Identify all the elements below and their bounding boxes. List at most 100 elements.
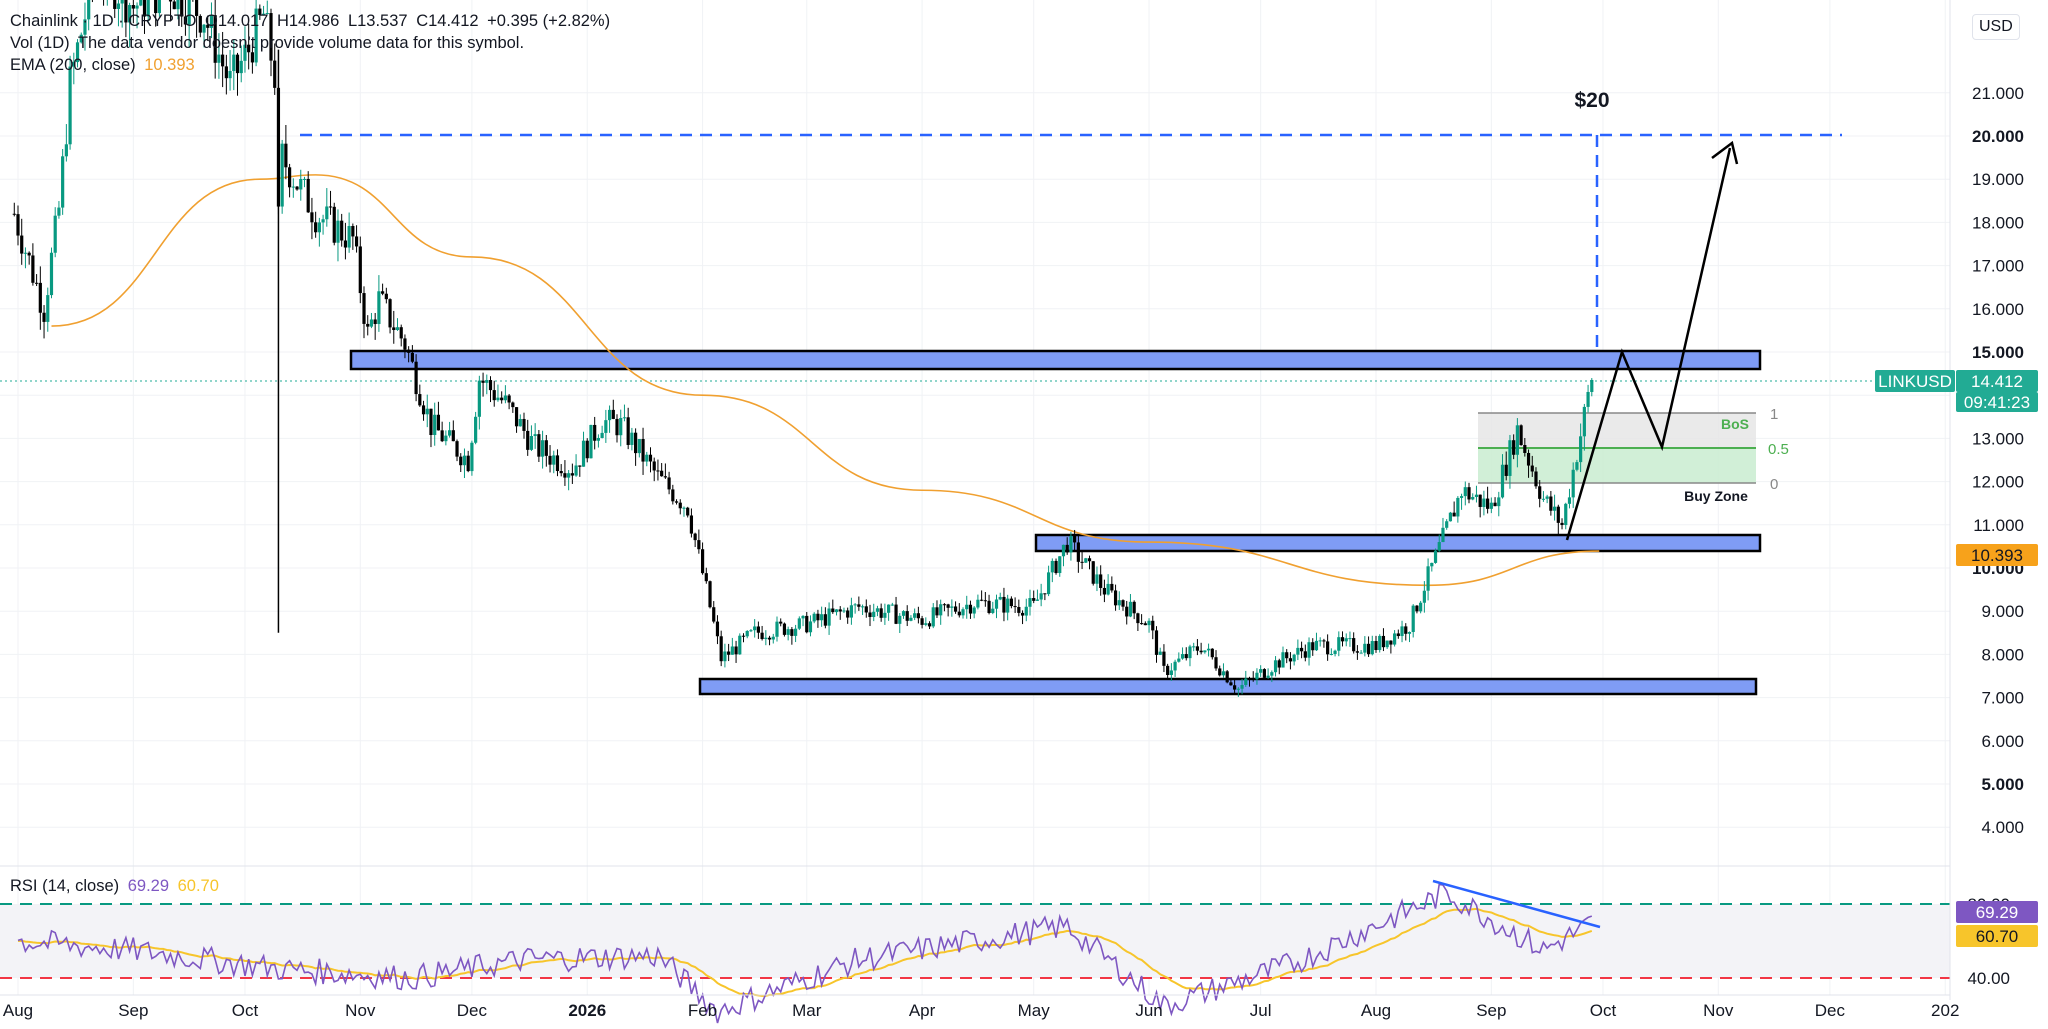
candle	[317, 217, 321, 247]
candle	[131, 0, 135, 24]
price-tick: 19.000	[1972, 170, 2024, 189]
candle	[362, 286, 366, 339]
candle	[741, 633, 746, 643]
time-tick: Dec	[457, 1001, 488, 1020]
candle	[425, 394, 429, 428]
candle	[607, 405, 612, 433]
candle	[500, 391, 504, 404]
resistance-zone[interactable]	[349, 349, 1762, 371]
candle	[894, 596, 898, 625]
candle	[224, 54, 228, 95]
candle	[113, 0, 117, 19]
candle	[470, 440, 474, 476]
candle	[1046, 565, 1051, 597]
price-tick: 7.000	[1981, 689, 2024, 708]
candle	[838, 606, 842, 620]
candle	[507, 393, 511, 410]
ema-label[interactable]: EMA (200, close)	[10, 56, 136, 74]
candle	[920, 615, 924, 629]
candle	[567, 469, 571, 491]
candle	[503, 385, 507, 404]
candle	[727, 643, 731, 662]
vol-label[interactable]: Vol (1D)	[10, 34, 70, 52]
candle	[1058, 556, 1062, 577]
candle	[1225, 670, 1229, 684]
price-axis[interactable]: 21.000 20.000 19.000 18.000 17.000 16.000 15.0…	[1875, 0, 2038, 1000]
ohlc-open: O14.017	[205, 12, 269, 30]
candle	[258, 4, 262, 20]
candle	[927, 621, 932, 630]
candle	[455, 439, 459, 462]
candle	[358, 236, 362, 304]
candle	[1486, 486, 1490, 514]
candle	[343, 222, 348, 260]
candle	[436, 401, 441, 431]
candle	[831, 599, 835, 614]
candle	[273, 43, 277, 95]
mid-zone[interactable]	[1034, 533, 1762, 553]
candle	[674, 499, 679, 505]
time-tick: Dec	[1815, 1001, 1846, 1020]
countdown-tag[interactable]: 09:41:23	[1956, 392, 2038, 412]
candle	[488, 376, 493, 403]
ohlc-change: +0.395 (+2.82%)	[487, 12, 611, 30]
candle	[1519, 424, 1523, 446]
candle	[1366, 636, 1371, 657]
candle	[1311, 638, 1315, 656]
candle	[314, 211, 318, 238]
candle	[1456, 496, 1460, 523]
candle	[213, 0, 217, 79]
candle	[1459, 493, 1464, 510]
candle	[1262, 668, 1266, 680]
candle	[1192, 642, 1196, 652]
candle	[1359, 649, 1363, 654]
candle	[1203, 650, 1207, 654]
candle	[700, 542, 705, 575]
rsi-ma-tag[interactable]: 60.70	[1956, 925, 2038, 947]
candle	[243, 26, 247, 73]
candle	[552, 450, 556, 474]
candle	[38, 266, 42, 330]
candle	[1474, 485, 1479, 503]
candle	[421, 400, 426, 421]
candle	[46, 287, 50, 332]
symbol-tag[interactable]: LINKUSD	[1875, 370, 1955, 392]
candle	[905, 605, 909, 627]
candle	[916, 606, 920, 624]
candle	[946, 603, 950, 617]
candle	[544, 434, 548, 467]
rsi-label[interactable]: RSI (14, close)	[10, 877, 120, 895]
candle	[790, 627, 794, 645]
ema-tag[interactable]: 10.393	[1956, 544, 2038, 566]
candle	[1110, 576, 1114, 593]
price-tick: 21.000	[1972, 84, 2024, 103]
candle	[269, 8, 273, 77]
buy-zone-label: Buy Zone	[1684, 488, 1748, 504]
candle	[351, 223, 355, 250]
projection-arrowhead	[1711, 140, 1739, 165]
candle	[1538, 480, 1542, 508]
candle	[1326, 634, 1330, 661]
candle	[994, 594, 999, 619]
candle	[1065, 537, 1069, 555]
candle	[384, 287, 388, 304]
candle	[1556, 504, 1560, 535]
candle	[704, 567, 708, 584]
candle	[1095, 566, 1099, 592]
candle	[75, 39, 80, 68]
candle	[890, 602, 894, 606]
projection-path	[1565, 147, 1732, 541]
candle	[1419, 600, 1423, 614]
last-price-tag[interactable]: 14.412	[1956, 370, 2038, 392]
candle	[935, 600, 939, 619]
candle	[1292, 653, 1296, 666]
candle	[1002, 587, 1006, 622]
symbol-title[interactable]: Chainlink · 1D · CRYPTO	[10, 12, 197, 30]
candle	[1571, 462, 1575, 509]
candle	[1288, 652, 1293, 670]
candle	[767, 635, 772, 646]
time-axis[interactable]: Aug Sep Oct Nov Dec 2026 Feb Mar Apr May Jun Jul Aug…	[0, 994, 1959, 1020]
currency-label[interactable]: USD	[1972, 14, 2020, 40]
rsi-value-tag[interactable]: 69.29	[1956, 901, 2038, 923]
